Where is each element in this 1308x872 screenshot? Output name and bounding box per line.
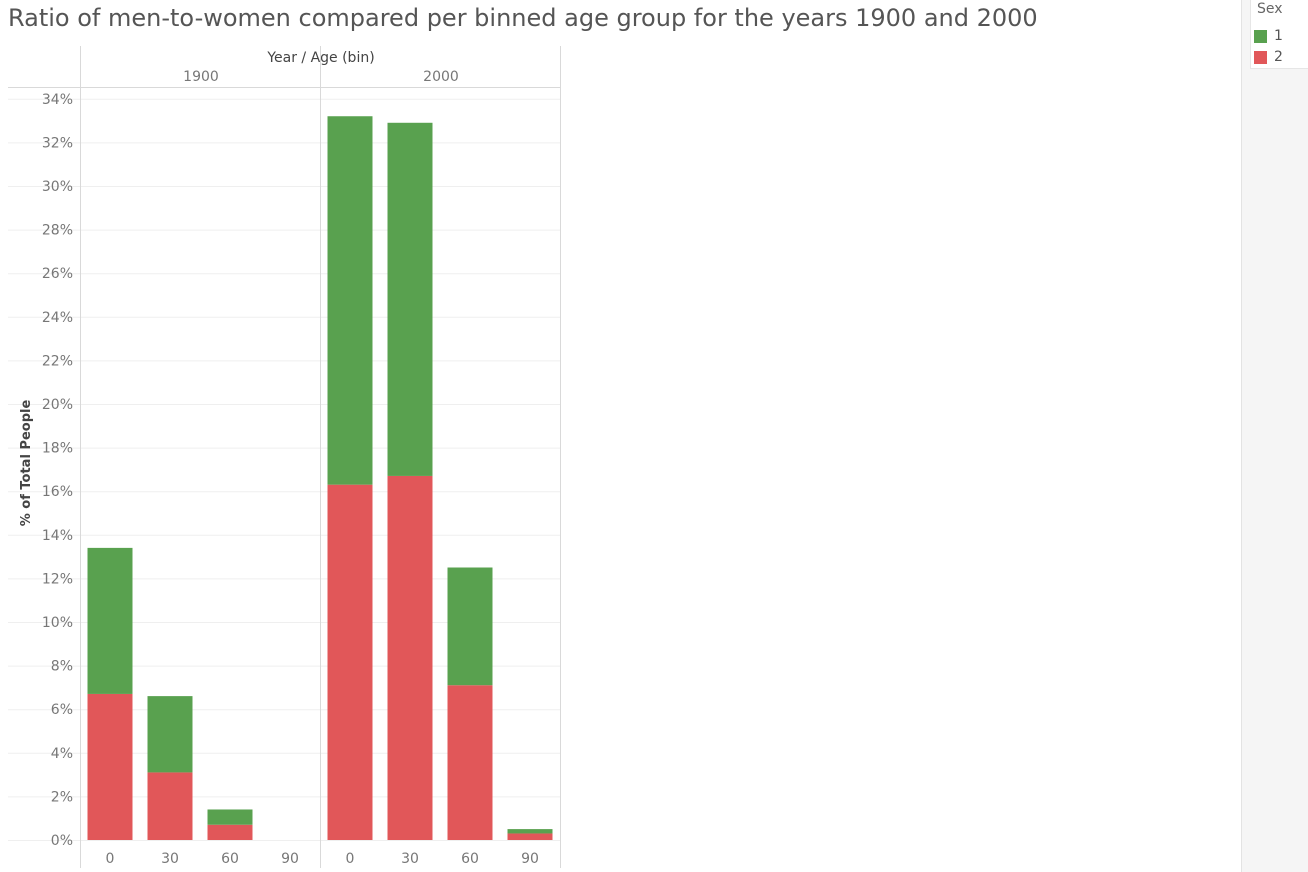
chart-title: Ratio of men-to-women compared per binne… <box>8 4 1038 32</box>
bar-segment-sex-1[interactable] <box>87 547 133 694</box>
x-tick-label: 90 <box>521 851 539 867</box>
y-tick-label: 18% <box>42 441 73 457</box>
y-tick-label: 6% <box>51 702 73 718</box>
legend-item-sex-2[interactable]: 2 <box>1254 49 1283 65</box>
bar-segment-sex-2[interactable] <box>447 685 493 840</box>
y-tick-label: 22% <box>42 353 73 369</box>
y-tick-label: 2% <box>51 789 73 805</box>
y-tick-label: 28% <box>42 223 73 239</box>
bar-segment-sex-1[interactable] <box>327 116 373 485</box>
bar-segment-sex-2[interactable] <box>507 833 553 840</box>
panel-year-label: 2000 <box>423 69 459 85</box>
legend-swatch <box>1254 50 1267 64</box>
y-tick-label: 0% <box>51 833 73 849</box>
legend-label: 2 <box>1274 49 1283 65</box>
y-tick-label: 12% <box>42 571 73 587</box>
x-tick-label: 30 <box>161 851 179 867</box>
x-tick-label: 90 <box>281 851 299 867</box>
bar-segment-sex-2[interactable] <box>207 824 253 840</box>
x-tick-label: 60 <box>221 851 239 867</box>
bar-segment-sex-2[interactable] <box>87 693 133 840</box>
y-tick-label: 8% <box>51 659 73 675</box>
bar-segment-sex-1[interactable] <box>507 829 553 834</box>
panel-year-label: 1900 <box>183 69 219 85</box>
x-tick-label: 60 <box>461 851 479 867</box>
legend-swatch <box>1254 29 1267 43</box>
y-tick-label: 26% <box>42 266 73 282</box>
bar-segment-sex-2[interactable] <box>387 475 433 840</box>
y-tick-label: 16% <box>42 484 73 500</box>
y-tick-label: 10% <box>42 615 73 631</box>
y-tick-label: 20% <box>42 397 73 413</box>
bar-segment-sex-1[interactable] <box>447 567 493 686</box>
y-tick-label: 30% <box>42 179 73 195</box>
legend-panel: Sex 1 2 <box>1241 0 1308 872</box>
y-tick-label: 14% <box>42 528 73 544</box>
legend-card: Sex 1 2 <box>1250 0 1308 69</box>
y-axis-label: % of Total People <box>19 400 34 527</box>
y-tick-label: 32% <box>42 135 73 151</box>
y-tick-label: 34% <box>42 92 73 108</box>
x-tick-label: 0 <box>346 851 355 867</box>
legend-title: Sex <box>1257 1 1283 17</box>
legend-label: 1 <box>1274 28 1283 44</box>
bar-segment-sex-2[interactable] <box>147 772 193 840</box>
bar-segment-sex-1[interactable] <box>207 809 253 825</box>
bar-segment-sex-1[interactable] <box>387 122 433 476</box>
bar-segment-sex-2[interactable] <box>327 484 373 840</box>
stacked-bar-chart: Year / Age (bin)0%2%4%6%8%10%12%14%16%18… <box>8 46 561 868</box>
legend-item-sex-1[interactable]: 1 <box>1254 28 1283 44</box>
y-tick-label: 4% <box>51 746 73 762</box>
x-tick-label: 30 <box>401 851 419 867</box>
x-tick-label: 0 <box>106 851 115 867</box>
y-tick-label: 24% <box>42 310 73 326</box>
bar-segment-sex-1[interactable] <box>147 696 193 773</box>
